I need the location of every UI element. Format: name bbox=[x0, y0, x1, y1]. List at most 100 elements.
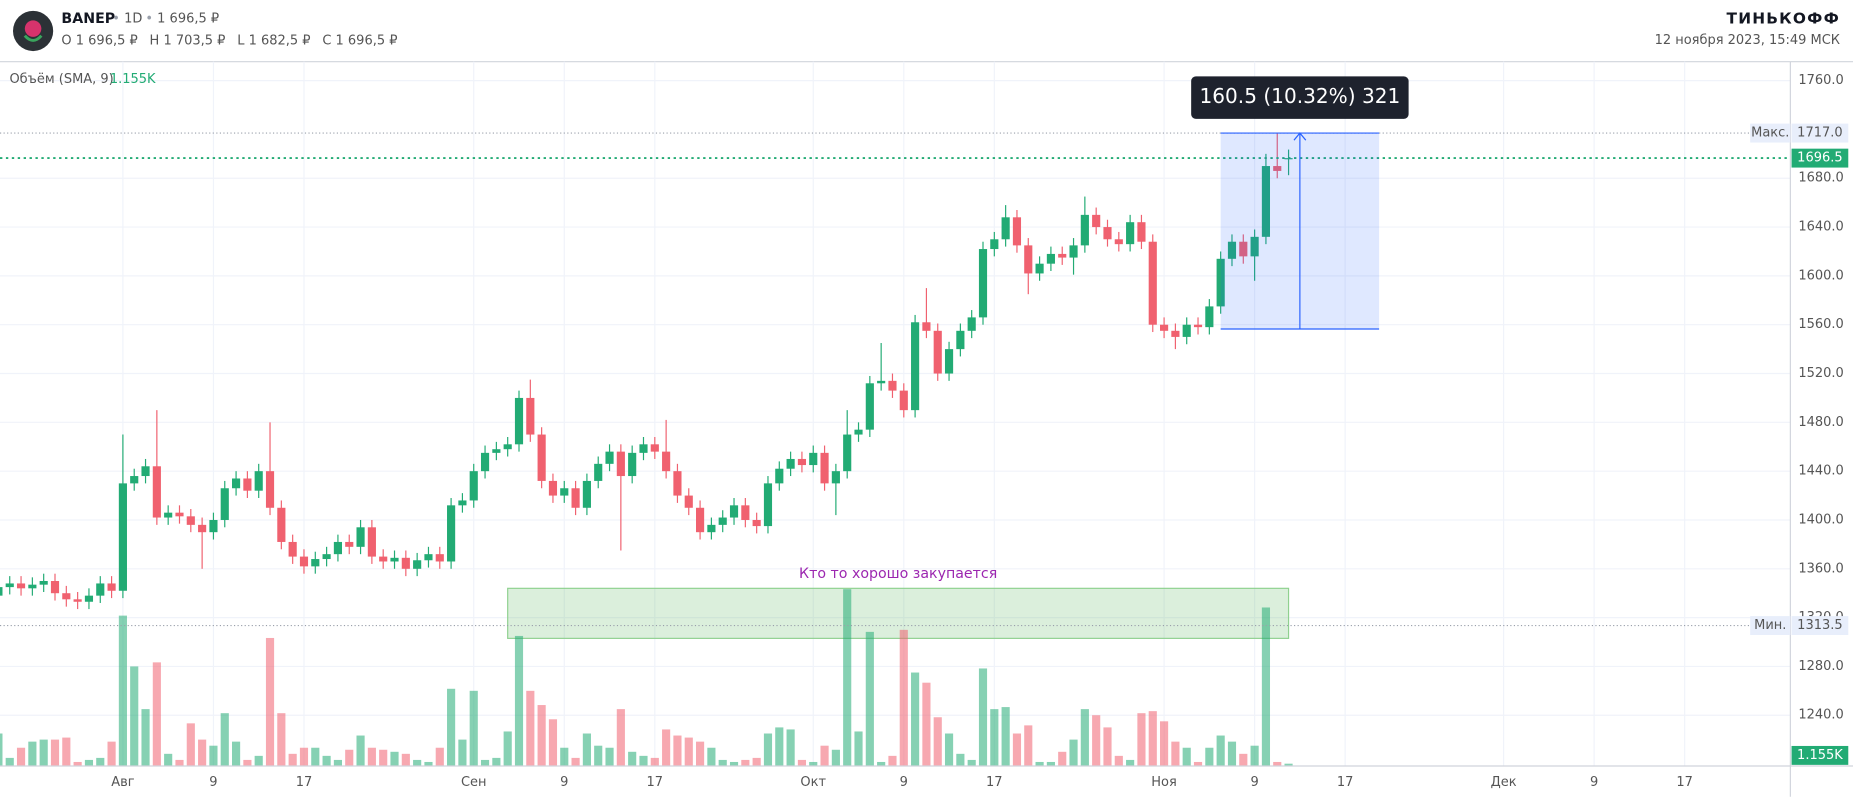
volume-bar bbox=[650, 757, 659, 767]
candle-body bbox=[480, 452, 490, 472]
candle-body bbox=[548, 480, 558, 496]
candle-body bbox=[447, 505, 456, 562]
logo-leaf bbox=[23, 34, 43, 42]
volume-bar bbox=[424, 761, 433, 767]
candle-body bbox=[662, 451, 671, 472]
volume-bar bbox=[356, 735, 365, 767]
volume-bar bbox=[1171, 741, 1180, 767]
price-badge bbox=[1791, 148, 1849, 168]
volume-bar bbox=[141, 709, 150, 767]
price-badge bbox=[1791, 616, 1849, 636]
candle-body bbox=[186, 516, 195, 525]
volume-bar bbox=[820, 745, 829, 767]
volume-bar bbox=[911, 672, 920, 767]
candle-body bbox=[820, 452, 829, 484]
volume-bar bbox=[50, 739, 60, 767]
price-line-name: Мин. bbox=[1754, 618, 1786, 633]
volume-bar bbox=[277, 713, 286, 767]
candle-body bbox=[1046, 253, 1055, 264]
measure-tooltip bbox=[1191, 76, 1409, 119]
volume-bar bbox=[786, 729, 795, 767]
volume-bar bbox=[28, 741, 37, 767]
volume-bar bbox=[447, 688, 456, 767]
candle-body bbox=[1182, 324, 1191, 337]
volume-bar bbox=[1273, 761, 1282, 767]
candle-body bbox=[605, 451, 614, 464]
y-tick-label: 1480.0 bbox=[1798, 415, 1843, 430]
price-line-name: Макс. bbox=[1751, 126, 1789, 141]
volume-bar bbox=[1080, 709, 1089, 767]
candle-body bbox=[1193, 324, 1203, 328]
measure-tooltip-label: 160.5 (10.32%) 321 bbox=[1199, 84, 1400, 108]
volume-bar bbox=[0, 733, 3, 767]
volume-bar bbox=[118, 615, 127, 767]
volume-bar bbox=[311, 747, 320, 767]
y-tick-label: 1560.0 bbox=[1798, 317, 1843, 332]
candle-body bbox=[944, 349, 954, 374]
candle-body bbox=[933, 330, 942, 374]
volume-bar bbox=[639, 755, 648, 767]
volume-bar bbox=[164, 753, 173, 767]
candle-body bbox=[311, 559, 320, 567]
volume-bar bbox=[413, 759, 422, 767]
volume-bar bbox=[571, 757, 580, 767]
candle-body bbox=[628, 452, 637, 477]
candle-body bbox=[73, 599, 82, 602]
y-tick-label: 1640.0 bbox=[1798, 220, 1843, 235]
candle-body bbox=[492, 449, 501, 453]
volume-bar bbox=[458, 739, 467, 767]
volume-bar bbox=[865, 631, 874, 767]
candle-body bbox=[752, 519, 761, 527]
volume-bar bbox=[843, 589, 852, 767]
volume-bar bbox=[877, 761, 886, 767]
x-tick-label: 17 bbox=[647, 775, 664, 790]
candle-body bbox=[684, 495, 693, 508]
candle-body bbox=[96, 583, 105, 596]
volume-bar bbox=[967, 759, 976, 767]
candle-body bbox=[1126, 222, 1135, 245]
volume-bar bbox=[684, 737, 693, 767]
volume-bar bbox=[1092, 715, 1101, 767]
price-badge-label: 1313.5 bbox=[1797, 618, 1842, 633]
volume-bar bbox=[662, 729, 671, 767]
candle-body bbox=[831, 471, 840, 484]
y-tick-label: 1240.0 bbox=[1798, 708, 1843, 723]
low-label: L 1 682,5 ₽ bbox=[237, 33, 310, 48]
volume-bar bbox=[480, 759, 490, 767]
volume-bar bbox=[130, 666, 139, 767]
candle-body bbox=[1080, 214, 1089, 246]
candle-body bbox=[1012, 217, 1022, 246]
volume-badge-label: 1.155K bbox=[1797, 748, 1843, 763]
volume-bar bbox=[1137, 713, 1146, 767]
price-badge bbox=[1791, 123, 1849, 143]
candle-body bbox=[537, 434, 546, 481]
volume-bar bbox=[831, 749, 840, 767]
volume-bar bbox=[96, 757, 105, 767]
y-tick-label: 1440.0 bbox=[1798, 464, 1843, 479]
volume-bar bbox=[16, 747, 26, 767]
price-badge-label: 1696.5 bbox=[1797, 151, 1842, 166]
candle-body bbox=[1160, 324, 1169, 331]
volume-bar bbox=[944, 733, 954, 767]
volume-bar bbox=[469, 690, 478, 767]
volume-bar bbox=[582, 733, 591, 767]
candle-body bbox=[1148, 241, 1157, 325]
y-tick-label: 1680.0 bbox=[1798, 171, 1843, 186]
candle-body bbox=[458, 500, 467, 506]
volume-bar bbox=[152, 662, 161, 767]
volume-bar bbox=[1193, 761, 1203, 767]
volume-bar bbox=[775, 727, 784, 767]
candle-body bbox=[560, 488, 569, 496]
volume-bar bbox=[1182, 747, 1191, 767]
interval: 1D bbox=[124, 12, 142, 27]
volume-value: 1.155K bbox=[110, 72, 156, 87]
candle-body bbox=[390, 557, 399, 562]
candle-body bbox=[367, 527, 376, 557]
volume-bar bbox=[1227, 741, 1237, 767]
volume-bar bbox=[548, 719, 558, 767]
candle-body bbox=[763, 483, 773, 527]
candle-body bbox=[707, 524, 716, 533]
candle-body bbox=[1001, 217, 1010, 240]
x-tick-label: Авг bbox=[111, 775, 135, 790]
